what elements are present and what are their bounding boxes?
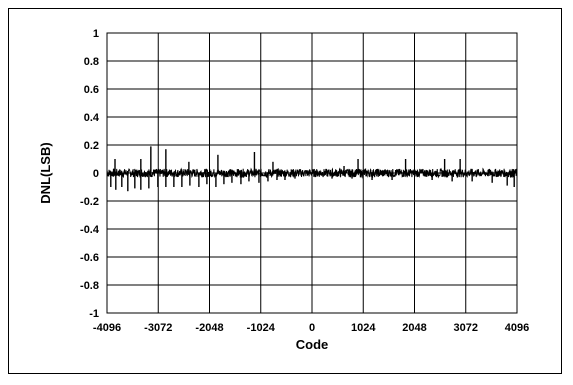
plot-area-border [106, 32, 518, 314]
x-tick-label: -2048 [195, 322, 223, 334]
x-axis-label: Code [296, 337, 329, 352]
y-tick-label: -0.6 [80, 252, 99, 264]
x-tick-labels: -4096 -3072 -2048 -1024 0 1024 2048 3072 4096 [93, 322, 529, 334]
y-tick-label: 0.6 [84, 84, 99, 96]
x-tick-label: 3072 [454, 322, 478, 334]
y-tick-labels: 1 0.8 0.6 0.4 0.2 0 -0.2 -0.4 -0.6 -0.8 -1 [80, 28, 100, 320]
x-tick-label: 4096 [505, 322, 529, 334]
x-tick-label: 2048 [402, 322, 426, 334]
y-axis-label: DNL(LSB) [38, 142, 53, 203]
y-tick-label: 1 [93, 28, 99, 40]
y-tick-label: 0.8 [84, 56, 99, 68]
x-tick-label: -4096 [93, 322, 121, 334]
x-tick-label: -3072 [144, 322, 172, 334]
y-tick-label: -0.4 [80, 224, 100, 236]
y-tick-label: 0.2 [84, 140, 99, 152]
y-tick-label: -0.2 [80, 196, 99, 208]
x-tick-label: 1024 [351, 322, 376, 334]
y-tick-label: 0.4 [84, 112, 100, 124]
y-tick-label: -1 [89, 308, 99, 320]
x-tick-label: -1024 [247, 322, 276, 334]
y-tick-label: 0 [93, 168, 99, 180]
dnl-trace [106, 146, 518, 192]
noise-band-path [106, 167, 518, 179]
x-tick-label: 0 [309, 322, 315, 334]
y-tick-label: -0.8 [80, 280, 99, 292]
